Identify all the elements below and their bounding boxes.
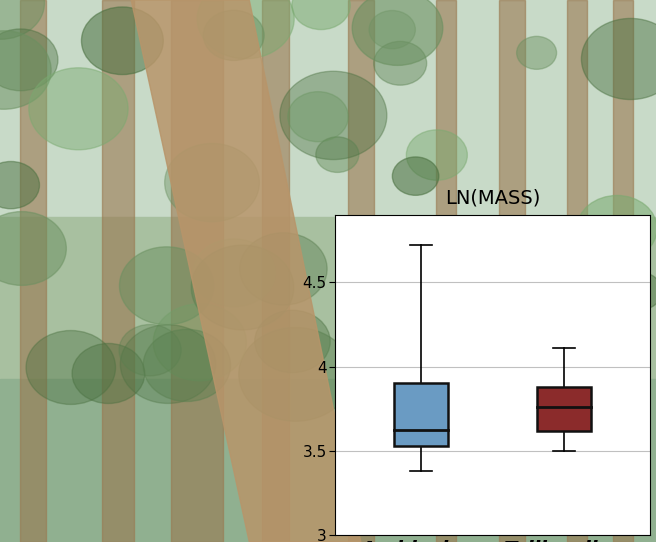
Circle shape	[154, 304, 247, 381]
Circle shape	[143, 330, 230, 402]
Circle shape	[26, 331, 115, 404]
Circle shape	[413, 291, 500, 363]
Circle shape	[81, 7, 163, 75]
Circle shape	[239, 233, 327, 305]
Bar	[0, 379, 656, 542]
Bar	[171, 0, 223, 542]
Circle shape	[316, 137, 359, 172]
Circle shape	[29, 68, 128, 150]
Circle shape	[292, 0, 350, 30]
Circle shape	[203, 10, 264, 61]
Circle shape	[0, 29, 58, 91]
Circle shape	[407, 324, 522, 420]
Circle shape	[0, 0, 45, 40]
Circle shape	[120, 325, 216, 403]
Circle shape	[517, 36, 556, 69]
FancyBboxPatch shape	[394, 383, 448, 446]
Circle shape	[193, 239, 275, 307]
Circle shape	[386, 236, 431, 272]
Circle shape	[239, 327, 352, 421]
Circle shape	[255, 310, 330, 373]
Circle shape	[119, 247, 214, 325]
Circle shape	[0, 211, 66, 286]
FancyBboxPatch shape	[537, 387, 591, 430]
Circle shape	[577, 196, 656, 262]
Bar	[613, 0, 633, 542]
Circle shape	[0, 31, 51, 109]
Circle shape	[386, 248, 434, 287]
Bar	[262, 0, 289, 542]
Bar	[348, 0, 374, 542]
Circle shape	[392, 157, 439, 195]
Circle shape	[119, 325, 181, 376]
Bar	[567, 0, 587, 542]
Circle shape	[615, 272, 656, 310]
Circle shape	[197, 0, 294, 59]
Bar	[436, 0, 456, 542]
Bar	[0, 217, 656, 379]
Circle shape	[406, 130, 467, 180]
Bar	[0, 0, 656, 217]
Circle shape	[394, 228, 475, 294]
Circle shape	[165, 144, 259, 222]
Circle shape	[191, 245, 294, 330]
Circle shape	[72, 344, 145, 403]
Circle shape	[369, 10, 415, 49]
Bar	[499, 0, 525, 542]
Polygon shape	[131, 0, 361, 542]
Title: LN(MASS): LN(MASS)	[445, 189, 540, 208]
Circle shape	[581, 18, 656, 100]
Circle shape	[352, 0, 443, 66]
Bar	[102, 0, 134, 542]
Bar	[20, 0, 46, 542]
Circle shape	[280, 71, 387, 159]
Circle shape	[288, 92, 348, 141]
Circle shape	[374, 41, 426, 85]
Circle shape	[0, 162, 39, 209]
